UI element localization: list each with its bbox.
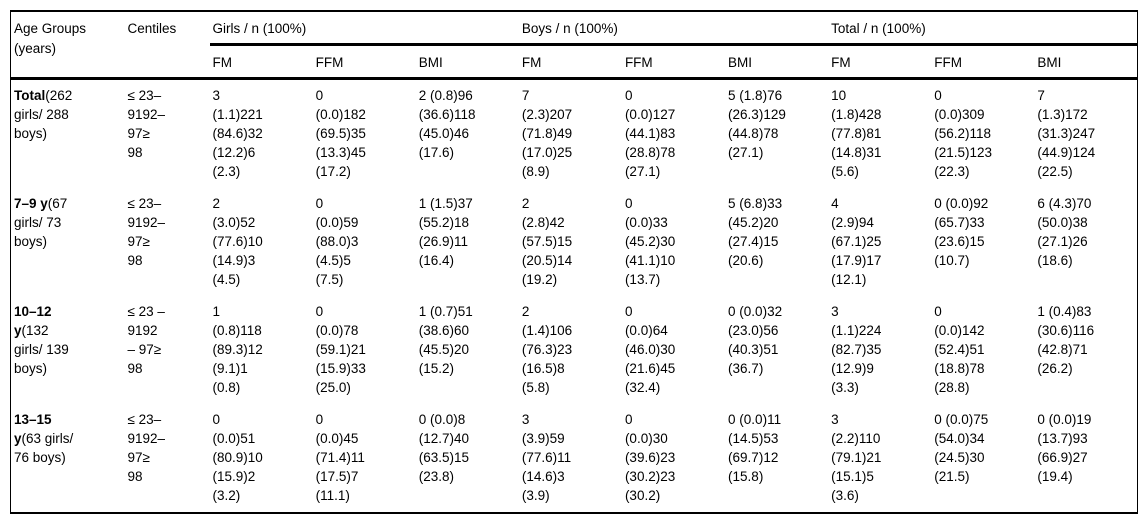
cell-total-ffm: 0 (0.0)309 (56.2)118 (21.5)123 (22.3) [934,88,993,179]
centiles-cell: ≤ 23– 9192– 97≥ 98 [127,88,166,160]
cell-total-bmi: 0 (0.0)19 (13.7)93 (66.9)27 (19.4) [1037,412,1092,484]
table-row-7-9y: 7–9 y(67 girls/ 73 boys) ≤ 23– 9192– 97≥… [11,188,1138,296]
header-row-groups: Age Groups (years) Centiles Girls / n (1… [10,11,1138,80]
subheader-boys-ffm: FFM [621,44,726,80]
cell-boys-fm: 7 (2.3)207 (71.8)49 (17.0)25 (8.9) [521,88,573,179]
cell-boys-fm: 2 (1.4)106 (76.3)23 (16.5)8 (5.8) [521,304,573,395]
cell-total-bmi: 1 (0.4)83 (30.6)116 (42.8)71 (26.2) [1037,304,1095,376]
subheader-girls-ffm: FFM [312,44,416,80]
centiles-cell: ≤ 23 – 9192 – 97≥ 98 [127,304,165,376]
cell-girls-ffm: 0 (0.0)45 (71.4)11 (17.5)7 (11.1) [315,412,365,503]
cell-girls-bmi: 2 (0.8)96 (36.6)118 (45.0)46 (17.6) [418,88,476,160]
cell-boys-bmi: 5 (1.8)76 (26.3)129 (44.8)78 (27.1) [728,88,786,160]
cell-girls-ffm: 0 (0.0)182 (69.5)35 (13.3)45 (17.2) [315,88,366,179]
header-boys-group: Boys / n (100%) [518,11,829,46]
header-row-measures: FM FFM BMI FM FFM BMI FM FFM BMI [11,44,1138,80]
age-group-label: 10–12 y(132 girls/ 139 boys) [11,296,125,404]
cell-boys-bmi: 5 (6.8)33 (45.2)20 (27.4)15 (20.6) [728,196,783,268]
table-row-10-12y: 10–12 y(132 girls/ 139 boys) ≤ 23 – 9192… [11,296,1138,404]
cell-boys-ffm: 0 (0.0)127 (44.1)83 (28.8)78 (27.1) [624,88,676,179]
header-centiles: Centiles [124,11,210,80]
cell-total-fm: 4 (2.9)94 (67.1)25 (17.9)17 (12.1) [831,196,882,287]
cell-girls-bmi: 0 (0.0)8 (12.7)40 (63.5)15 (23.8) [418,412,470,484]
cell-total-fm: 3 (2.2)110 (79.1)21 (15.1)5 (3.6) [831,412,882,503]
age-centiles-table: Age Groups (years) Centiles Girls / n (1… [10,10,1138,514]
subheader-total-fm: FM [828,44,932,80]
centiles-cell: ≤ 23– 9192– 97≥ 98 [127,196,166,268]
cell-total-bmi: 6 (4.3)70 (50.0)38 (27.1)26 (18.6) [1037,196,1092,268]
age-group-label: 13–15 y(63 girls/ 76 boys) [11,404,125,513]
cell-boys-bmi: 0 (0.0)11 (14.5)53 (69.7)12 (15.8) [728,412,782,484]
header-total-group: Total / n (100%) [828,11,1138,46]
table-row-13-15y: 13–15 y(63 girls/ 76 boys) ≤ 23– 9192– 9… [11,404,1138,513]
header-age-groups: Age Groups (years) [10,11,125,80]
subheader-total-bmi: BMI [1034,44,1138,80]
cell-girls-bmi: 1 (0.7)51 (38.6)60 (45.5)20 (15.2) [418,304,473,376]
cell-total-ffm: 0 (0.0)92 (65.7)33 (23.6)15 (10.7) [934,196,989,268]
cell-girls-fm: 2 (3.0)52 (77.6)10 (14.9)3 (4.5) [212,196,263,287]
cell-girls-fm: 3 (1.1)221 (84.6)32 (12.2)6 (2.3) [212,88,263,179]
cell-boys-ffm: 0 (0.0)33 (45.2)30 (41.1)10 (13.7) [624,196,676,287]
cell-girls-ffm: 0 (0.0)59 (88.0)3 (4.5)5 (7.5) [315,196,359,287]
age-group-label-rest: (63 girls/ 76 boys) [14,431,74,465]
age-group-label-rest: (262 girls/ 288 boys) [14,88,73,141]
centiles-cell: ≤ 23– 9192– 97≥ 98 [127,412,166,484]
age-group-label-bold: 7–9 y [14,196,48,211]
age-group-label-bold: 13–15 y [14,412,52,446]
cell-girls-fm: 0 (0.0)51 (80.9)10 (15.9)2 (3.2) [212,412,263,503]
age-group-label-rest: (67 girls/ 73 boys) [14,196,68,249]
header-girls-group: Girls / n (100%) [209,11,519,46]
subheader-boys-bmi: BMI [725,44,829,80]
cell-total-ffm: 0 (0.0)75 (54.0)34 (24.5)30 (21.5) [934,412,989,484]
cell-total-fm: 3 (1.1)224 (82.7)35 (12.9)9 (3.3) [831,304,882,395]
cell-girls-ffm: 0 (0.0)78 (59.1)21 (15.9)33 (25.0) [315,304,366,395]
subheader-girls-bmi: BMI [415,44,519,80]
age-group-label-bold: 10–12 y [14,304,52,338]
subheader-total-ffm: FFM [931,44,1035,80]
cell-girls-bmi: 1 (1.5)37 (55.2)18 (26.9)11 (16.4) [418,196,473,268]
cell-boys-bmi: 0 (0.0)32 (23.0)56 (40.3)51 (36.7) [728,304,783,376]
subheader-girls-fm: FM [209,44,313,80]
cell-boys-ffm: 0 (0.0)64 (46.0)30 (21.6)45 (32.4) [624,304,676,395]
table-row-total: Total(262 girls/ 288 boys) ≤ 23– 9192– 9… [11,79,1138,189]
cell-boys-fm: 3 (3.9)59 (77.6)11 (14.6)3 (3.9) [521,412,572,503]
age-group-label-rest: (132 girls/ 139 boys) [14,323,69,376]
cell-boys-fm: 2 (2.8)42 (57.5)15 (20.5)14 (19.2) [521,196,573,287]
cell-boys-ffm: 0 (0.0)30 (39.6)23 (30.2)23 (30.2) [624,412,676,503]
cell-total-fm: 10 (1.8)428 (77.8)81 (14.8)31 (5.6) [831,88,882,179]
age-group-label: 7–9 y(67 girls/ 73 boys) [11,188,125,296]
subheader-boys-fm: FM [518,44,622,80]
cell-total-ffm: 0 (0.0)142 (52.4)51 (18.8)78 (28.8) [934,304,985,395]
cell-girls-fm: 1 (0.8)118 (89.3)12 (9.1)1 (0.8) [212,304,263,395]
age-group-label: Total(262 girls/ 288 boys) [11,79,125,189]
age-group-label-bold: Total [14,88,46,103]
cell-total-bmi: 7 (1.3)172 (31.3)247 (44.9)124 (22.5) [1037,88,1096,179]
